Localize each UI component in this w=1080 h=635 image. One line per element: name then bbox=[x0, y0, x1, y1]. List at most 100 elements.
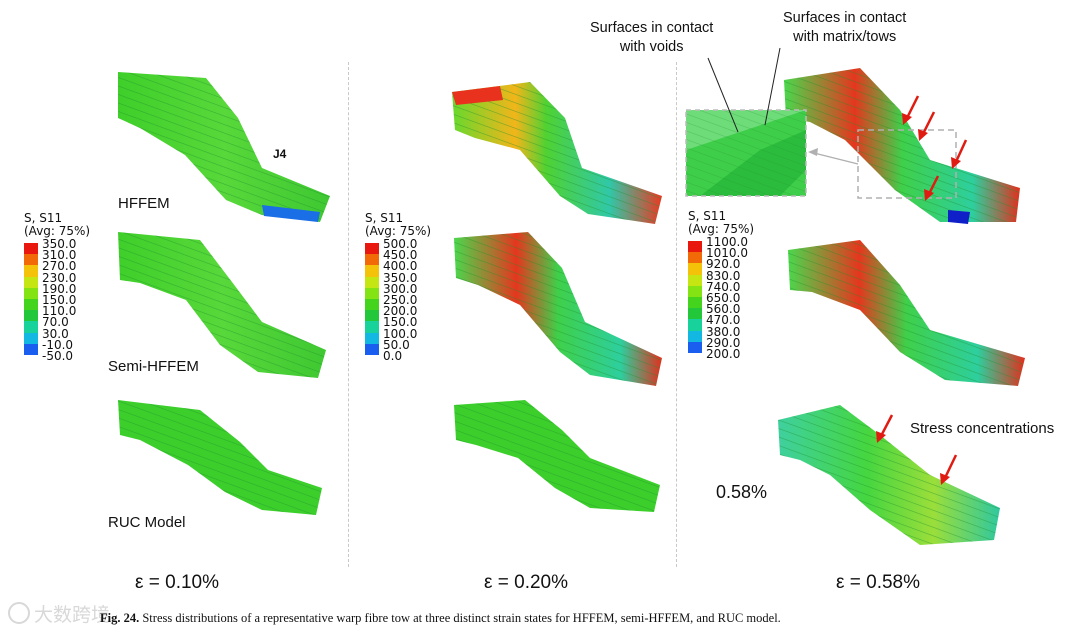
legend-swatch bbox=[24, 276, 38, 288]
legend-row: 920.0 bbox=[688, 258, 754, 275]
tow-hffem-020 bbox=[452, 82, 662, 224]
legend-swatch bbox=[24, 310, 38, 322]
legend-swatch bbox=[365, 287, 379, 299]
legend-value: 50.0 bbox=[383, 337, 410, 352]
legend-swatch bbox=[688, 241, 702, 253]
legend-swatch bbox=[24, 298, 38, 311]
zoom-inset bbox=[685, 109, 807, 197]
legend-swatch bbox=[688, 341, 702, 353]
legend-value: 830.0 bbox=[706, 268, 741, 283]
legend-row: 310.0 bbox=[24, 249, 90, 266]
tow-semi-058 bbox=[788, 240, 1025, 386]
strain-label-3: ε = 0.58% bbox=[836, 572, 920, 593]
legend-scale: 1100.0 1010.0 920.0 830.0 740.0 650.0 560.0 470… bbox=[688, 236, 754, 364]
legend-panel-3: S, S11 (Avg: 75%) 1100.0 1010.0 920.0 830.0… bbox=[688, 210, 754, 364]
legend-panel-2: S, S11 (Avg: 75%) 500.0 450.0 400.0 350.0 30… bbox=[365, 212, 431, 366]
panel-divider-2 bbox=[676, 62, 677, 567]
legend-swatch bbox=[688, 319, 702, 331]
watermark-text: 大数跨境 bbox=[34, 605, 111, 626]
legend-swatch bbox=[688, 285, 702, 297]
legend-subtitle: (Avg: 75%) bbox=[365, 224, 432, 238]
legend-swatch bbox=[24, 243, 38, 255]
label-hffem: HFFEM bbox=[118, 195, 170, 212]
legend-row: 150.0 bbox=[24, 293, 90, 311]
legend-row: 740.0 bbox=[688, 280, 754, 297]
legend-swatch bbox=[688, 263, 702, 275]
legend-row: 70.0 bbox=[24, 316, 90, 333]
legend-scale: 350.0 310.0 270.0 230.0 190.0 150.0 110.0 70.0 3… bbox=[24, 238, 90, 366]
legend-row: 230.0 bbox=[24, 271, 90, 288]
legend-row: 380.0 bbox=[688, 325, 754, 342]
legend-row: 350.0 bbox=[24, 238, 90, 255]
stress-arrows-hffem bbox=[902, 95, 968, 201]
legend-swatch bbox=[688, 308, 702, 320]
tow-hffem-058 bbox=[784, 68, 1020, 224]
tow-semi-010 bbox=[118, 232, 326, 378]
legend-row: 350.0 bbox=[365, 271, 431, 288]
legend-value: 200.0 bbox=[383, 304, 418, 319]
legend-value: 300.0 bbox=[383, 281, 418, 296]
legend-value: -10.0 bbox=[42, 337, 74, 352]
legend-swatch bbox=[688, 274, 702, 286]
legend-swatch bbox=[365, 332, 379, 344]
legend-value: 250.0 bbox=[383, 292, 418, 307]
legend-swatch bbox=[24, 265, 38, 277]
watermark-logo-icon bbox=[8, 602, 30, 624]
legend-value: 190.0 bbox=[42, 281, 77, 296]
legend-row: 50.0 bbox=[365, 338, 431, 355]
leader-voids bbox=[707, 57, 739, 133]
legend-value: 70.0 bbox=[42, 315, 69, 330]
legend-scale: 500.0 450.0 400.0 350.0 300.0 250.0 200.0 150.0… bbox=[365, 238, 431, 366]
legend-row: 290.0 bbox=[688, 336, 754, 353]
legend-row: 100.0 bbox=[365, 327, 431, 344]
legend-value: 310.0 bbox=[42, 248, 77, 263]
tow-semi-020 bbox=[454, 232, 662, 386]
callout-matrix-line2: with matrix/tows bbox=[793, 29, 897, 45]
legend-swatch bbox=[24, 254, 38, 266]
legend-row: 1100.0 bbox=[688, 236, 754, 253]
zoom-connector-arrowhead bbox=[808, 148, 818, 156]
legend-row: 250.0 bbox=[365, 293, 431, 311]
legend-value: 0.0 bbox=[383, 348, 403, 363]
legend-row: 110.0 bbox=[24, 305, 90, 322]
legend-value: 150.0 bbox=[383, 315, 418, 330]
legend-value: 150.0 bbox=[42, 292, 77, 307]
legend-value: 200.0 bbox=[706, 346, 741, 361]
tow-hffem-010 bbox=[118, 72, 330, 222]
caption-figure-label: Fig. 24. bbox=[100, 611, 140, 625]
legend-subtitle: (Avg: 75%) bbox=[24, 224, 91, 238]
legend-row: 30.0 bbox=[24, 327, 90, 344]
legend-value: 350.0 bbox=[42, 237, 77, 251]
legend-swatch bbox=[688, 252, 702, 264]
label-ruc-model: RUC Model bbox=[108, 514, 186, 531]
legend-value: 1100.0 bbox=[706, 235, 748, 249]
legend-row: 470.0 bbox=[688, 314, 754, 331]
callout-matrix-line1: Surfaces in contact bbox=[783, 10, 907, 26]
legend-value: 230.0 bbox=[42, 270, 77, 285]
label-j4: J4 bbox=[273, 147, 287, 161]
leader-matrix bbox=[764, 47, 781, 126]
legend-swatch bbox=[365, 298, 379, 311]
legend-row: 200.0 bbox=[688, 347, 754, 364]
legend-swatch bbox=[688, 296, 702, 309]
legend-value: 1010.0 bbox=[706, 246, 748, 261]
legend-value: 30.0 bbox=[42, 326, 69, 341]
legend-value: 500.0 bbox=[383, 237, 418, 251]
legend-swatch bbox=[365, 243, 379, 255]
legend-row: 500.0 bbox=[365, 238, 431, 255]
legend-value: 450.0 bbox=[383, 248, 418, 263]
legend-row: 270.0 bbox=[24, 260, 90, 277]
legend-row: 0.0 bbox=[365, 349, 431, 366]
tow-ruc-010 bbox=[118, 400, 322, 515]
legend-row: 190.0 bbox=[24, 282, 90, 299]
legend-title: S, S11 bbox=[24, 211, 63, 225]
callout-stress-concentrations: Stress concentrations bbox=[910, 420, 1055, 437]
figure-caption: Fig. 24. Stress distributions of a repre… bbox=[100, 611, 781, 626]
legend-value: 650.0 bbox=[706, 290, 741, 305]
legend-value: 270.0 bbox=[42, 259, 77, 274]
legend-value: -50.0 bbox=[42, 348, 74, 363]
legend-row: -50.0 bbox=[24, 349, 90, 366]
zoom-connector bbox=[809, 151, 859, 165]
callout-matrix: Surfaces in contact with matrix/tows bbox=[783, 9, 906, 47]
